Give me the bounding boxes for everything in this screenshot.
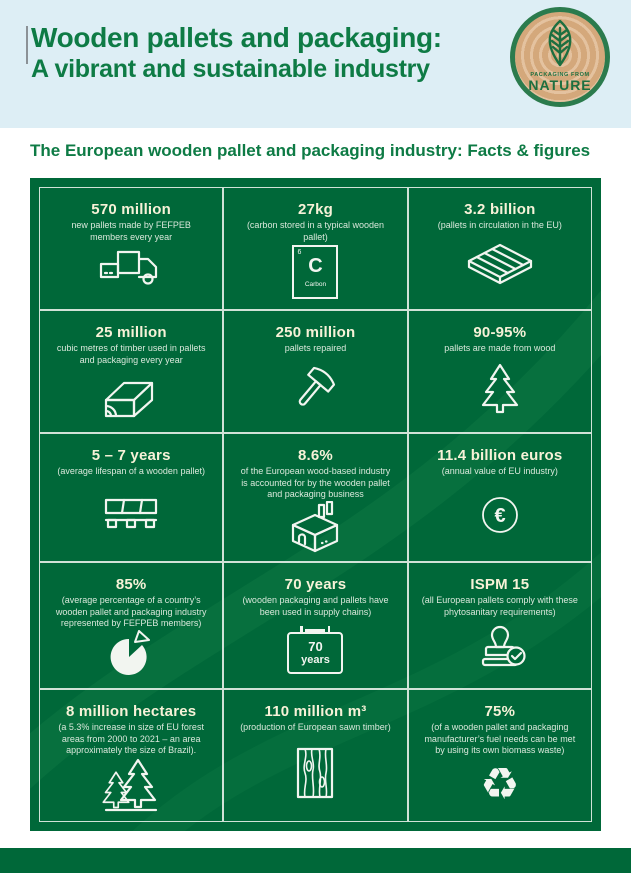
fact-value: 25 million <box>95 323 167 341</box>
fact-value: 85% <box>115 575 147 593</box>
recycle-icon: ♻ <box>480 760 520 809</box>
fact-desc: (wooden packaging and pallets have been … <box>242 594 389 617</box>
forest-icon <box>40 757 222 821</box>
fact-desc: pallets repaired <box>284 342 347 353</box>
timber-beam-icon <box>40 366 222 432</box>
fact-value: 90-95% <box>473 323 527 341</box>
packaging-from-nature-logo: PACKAGING FROM NATURE <box>510 7 610 107</box>
fact-value: 250 million <box>275 323 356 341</box>
fact-value: 75% <box>484 702 516 720</box>
fact-cell-fefpeb-share: 85% (average percentage of a country’s w… <box>39 561 224 689</box>
carbon-element-icon: 6 C Carbon <box>224 243 406 309</box>
fact-desc: (of a wooden pallet and packaging manufa… <box>424 721 576 756</box>
fact-value: ISPM 15 <box>470 575 530 593</box>
fact-cell-biomass: 75% (of a wooden pallet and packaging ma… <box>407 688 592 822</box>
calendar-icon: 70 years <box>224 618 406 688</box>
fact-value: 5 – 7 years <box>91 446 171 464</box>
fact-desc: (production of European sawn timber) <box>240 721 391 732</box>
fact-cell-industry-share: 8.6% of the European wood-based industry… <box>223 432 408 562</box>
fact-cell-sawn-timber: 110 million m³ (production of European s… <box>223 688 408 822</box>
page-title: Wooden pallets and packaging: A vibrant … <box>31 22 442 84</box>
text-cursor <box>26 26 28 64</box>
euro-coin-icon: € <box>409 478 591 561</box>
header: Wooden pallets and packaging: A vibrant … <box>0 0 631 128</box>
fact-cell-eu-value: 11.4 billion euros (annual value of EU i… <box>407 432 592 562</box>
fact-desc: (annual value of EU industry) <box>441 465 558 476</box>
fact-desc: (carbon stored in a typical wooden palle… <box>246 220 385 242</box>
hammer-icon <box>224 355 406 432</box>
leaf-icon <box>548 19 572 67</box>
fact-desc: (average lifespan of a wooden pallet) <box>57 465 205 476</box>
fact-cell-supply-chains: 70 years (wooden packaging and pallets h… <box>223 561 408 689</box>
calendar-unit: years <box>301 653 330 666</box>
fact-value: 27kg <box>297 201 333 218</box>
carbon-symbol: C <box>308 255 323 278</box>
logo-top-text: PACKAGING FROM <box>530 72 590 78</box>
fact-cell-repaired: 250 million pallets repaired <box>223 309 408 433</box>
fact-value: 70 years <box>284 575 347 593</box>
pine-tree-icon <box>409 355 591 432</box>
logo-name-text: NATURE <box>528 77 592 93</box>
footer-bar <box>0 848 631 873</box>
facts-grid: 570 million new pallets made by FEFPEB m… <box>39 187 592 822</box>
wood-grain-icon <box>224 734 406 821</box>
fact-value: 3.2 billion <box>464 201 536 218</box>
fact-cell-new-pallets: 570 million new pallets made by FEFPEB m… <box>39 187 224 310</box>
fact-value: 110 million m³ <box>264 702 367 720</box>
euro-glyph: € <box>494 505 505 527</box>
fact-cell-forest-area: 8 million hectares (a 5.3% increase in s… <box>39 688 224 822</box>
fact-cell-timber: 25 million cubic metres of timber used i… <box>39 309 224 433</box>
fact-cell-carbon: 27kg (carbon stored in a typical wooden … <box>223 187 408 310</box>
fact-cell-ispm15: ISPM 15 (all European pallets comply wit… <box>407 561 592 689</box>
fact-value: 8.6% <box>297 446 333 464</box>
fact-value: 11.4 billion euros <box>437 446 563 464</box>
pie-chart-icon <box>40 629 222 688</box>
fact-value: 8 million hectares <box>66 702 197 720</box>
facts-board: 570 million new pallets made by FEFPEB m… <box>30 178 601 831</box>
factory-icon <box>224 500 406 561</box>
pallet-isometric-icon <box>409 232 591 309</box>
fact-desc: (a 5.3% increase in size of EU forest ar… <box>58 721 204 756</box>
title-line2: A vibrant and sustainable industry <box>31 55 430 84</box>
title-line1: Wooden pallets and packaging: <box>31 22 442 53</box>
stamp-check-icon <box>409 618 591 688</box>
carbon-name: Carbon <box>304 281 327 289</box>
fact-value: 570 million <box>91 201 172 218</box>
fact-desc: (all European pallets comply with these … <box>421 594 578 617</box>
fact-desc: new pallets made by FEFPEB members every… <box>71 220 191 242</box>
fact-desc: cubic metres of timber used in pallets a… <box>56 342 206 365</box>
fact-desc: (average percentage of a country’s woode… <box>55 594 207 629</box>
fact-cell-made-from-wood: 90-95% pallets are made from wood <box>407 309 592 433</box>
fact-desc: pallets are made from wood <box>444 342 556 353</box>
fact-desc: (pallets in circulation in the EU) <box>437 220 562 230</box>
subtitle: The European wooden pallet and packaging… <box>30 141 591 160</box>
calendar-number: 70 <box>308 639 323 655</box>
carbon-atomic-number: 6 <box>297 249 302 257</box>
pallet-front-icon <box>40 478 222 561</box>
fact-cell-lifespan: 5 – 7 years (average lifespan of a woode… <box>39 432 224 562</box>
fact-desc: of the European wood-based industry is a… <box>240 465 391 500</box>
truck-boxes-icon <box>40 243 222 309</box>
fact-cell-circulation: 3.2 billion (pallets in circulation in t… <box>407 187 592 310</box>
